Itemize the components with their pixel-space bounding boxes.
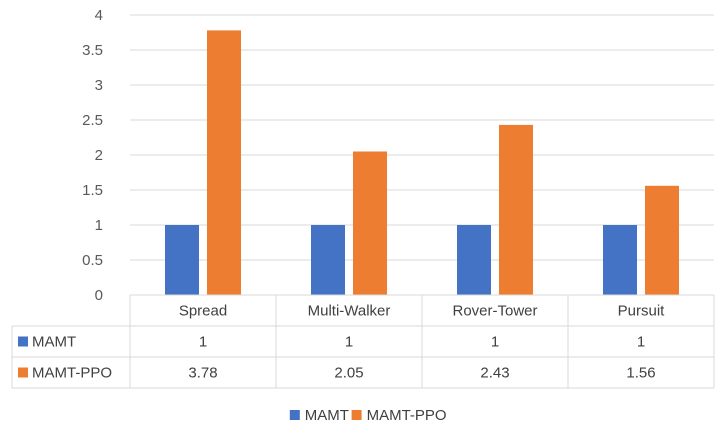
table-legend-swatch <box>18 336 28 347</box>
legend-label: MAMT-PPO <box>367 407 447 424</box>
category-label: Rover-Tower <box>452 303 537 320</box>
table-value: 1 <box>345 334 353 351</box>
y-tick-label: 1 <box>95 217 103 234</box>
y-tick-label: 0 <box>95 287 103 304</box>
bar <box>603 225 637 295</box>
y-tick-label: 3.5 <box>82 42 103 59</box>
bar <box>457 225 491 295</box>
bar <box>353 151 387 295</box>
table-value: 1 <box>491 334 499 351</box>
y-tick-label: 1.5 <box>82 182 103 199</box>
legend-swatch <box>351 410 362 420</box>
table-legend-swatch <box>18 367 28 378</box>
table-value: 2.43 <box>480 365 509 382</box>
legend-swatch <box>289 410 300 420</box>
table-value: 1 <box>199 334 207 351</box>
y-tick-label: 2 <box>95 147 103 164</box>
table-value: 1 <box>637 334 645 351</box>
y-tick-label: 4 <box>95 7 103 24</box>
category-label: Spread <box>179 303 227 320</box>
table-series-label: MAMT <box>32 334 76 351</box>
bar <box>311 225 345 295</box>
y-tick-label: 0.5 <box>82 252 103 269</box>
table-value: 2.05 <box>334 365 363 382</box>
table-series-label: MAMT-PPO <box>32 365 112 382</box>
y-tick-label: 2.5 <box>82 112 103 129</box>
bar <box>499 124 533 296</box>
bar <box>165 225 199 295</box>
y-tick-label: 3 <box>95 77 103 94</box>
category-label: Multi-Walker <box>308 303 391 320</box>
table-value: 1.56 <box>626 365 655 382</box>
bar <box>645 185 679 295</box>
legend-label: MAMT <box>305 407 349 424</box>
bar <box>207 30 241 296</box>
table-value: 3.78 <box>188 365 217 382</box>
category-label: Pursuit <box>618 303 666 320</box>
